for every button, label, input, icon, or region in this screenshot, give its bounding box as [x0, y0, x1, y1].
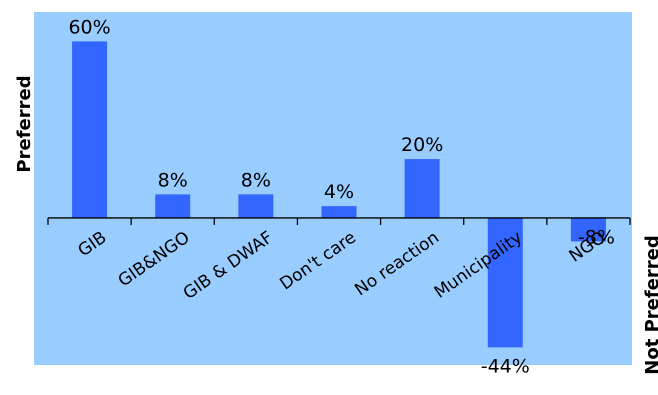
data-label-1: 8%: [158, 169, 188, 191]
data-label-2: 8%: [241, 169, 271, 191]
y-axis-label-not-preferred: Not Preferred: [642, 235, 658, 374]
bar-0: [72, 41, 107, 218]
data-label-0: 60%: [68, 16, 110, 38]
data-label-4: 20%: [401, 134, 443, 156]
bar-1: [155, 194, 190, 218]
bar-3: [322, 206, 357, 218]
data-label-3: 4%: [324, 181, 354, 203]
bar-2: [238, 194, 273, 218]
bar-4: [405, 159, 440, 218]
y-axis-label-preferred: Preferred: [14, 75, 35, 172]
data-label-5: -44%: [481, 355, 530, 377]
